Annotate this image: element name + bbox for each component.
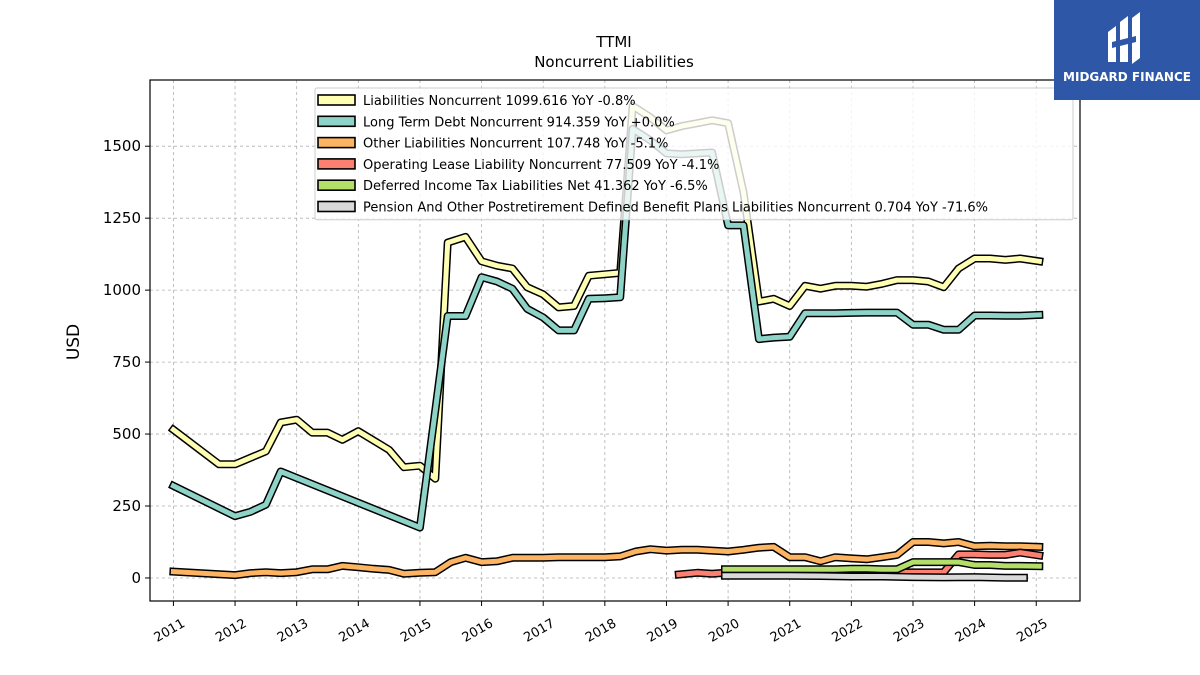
legend-swatch: [317, 94, 356, 106]
y-tick-label: 750: [112, 353, 141, 371]
legend-swatch: [317, 200, 356, 213]
series-line: [722, 559, 1042, 572]
legend-label: Pension And Other Postretirement Defined…: [363, 201, 988, 216]
legend-swatch: [317, 136, 356, 149]
legend-label: Deferred Income Tax Liabilities Net 41.3…: [363, 179, 708, 194]
chart-subtitle: Noncurrent Liabilities: [534, 53, 694, 71]
y-tick-label: 1500: [103, 137, 141, 155]
legend-swatch: [317, 158, 356, 170]
brand-name: MIDGARD FINANCE: [1063, 70, 1191, 84]
y-tick-label: 1000: [103, 281, 141, 299]
y-tick-label: 500: [112, 425, 141, 443]
chart-title: TTMI: [595, 33, 631, 51]
legend-swatch: [317, 179, 356, 191]
legend-swatch: [317, 115, 356, 128]
legend-box: [314, 87, 1074, 221]
legend-label: Operating Lease Liability Noncurrent 77.…: [363, 158, 719, 173]
midgard-logo-icon: [1108, 12, 1140, 64]
legend: Liabilities Noncurrent 1099.616 YoY -0.8…: [314, 87, 1074, 221]
series-line: [170, 539, 1042, 578]
legend-label: Liabilities Noncurrent 1099.616 YoY -0.8…: [363, 94, 636, 109]
y-tick-label: 1250: [103, 209, 141, 227]
brand-logo: MIDGARD FINANCE: [1054, 0, 1200, 100]
legend-label: Long Term Debt Noncurrent 914.359 YoY +0…: [363, 115, 675, 130]
y-axis-label: USD: [64, 324, 84, 360]
series-line: [676, 550, 1043, 578]
y-tick-label: 0: [131, 569, 141, 587]
y-tick-label: 250: [112, 497, 141, 515]
series-line: [722, 573, 1027, 581]
plot-frame: [149, 79, 1081, 602]
legend-label: Other Liabilities Noncurrent 107.748 YoY…: [363, 137, 668, 152]
